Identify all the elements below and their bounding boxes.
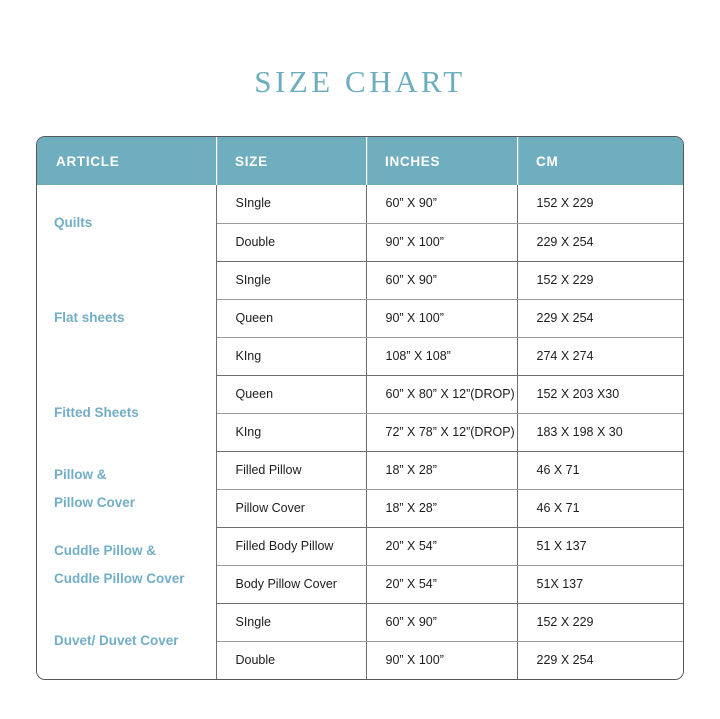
column-header-article: ARTICLE [37,137,216,185]
table-header: ARTICLE SIZE INCHES CM [37,137,683,185]
article-cell: Flat sheets [37,261,217,375]
cm-cell: 183 X 198 X 30 [517,413,683,452]
inches-cell: 60” X 90” [366,261,518,300]
article-label: Quilts [54,215,93,231]
inches-cell: 20” X 54” [366,527,518,566]
table-row: Fitted Sheets Queen 60” X 80” X 12”(DROP) 1… [37,375,683,451]
article-label: Pillow Cover [54,495,136,510]
cm-cell: 152 X 229 [517,185,683,224]
size-cell: SIngle [216,185,367,224]
size-chart-table-container: ARTICLE SIZE INCHES CM Quilts SIngle 60” X… [36,136,684,680]
article-label: Cuddle Pillow & [54,543,157,559]
cm-cell: 152 X 229 [517,261,683,300]
table-row: Pillow & Pillow Cover Filled Pillow 18” X 2… [37,451,683,527]
table-row: Pillow Cover 18” X 28” 46 X 71 [37,489,683,528]
cm-cell: 152 X 229 [517,603,683,642]
inches-cell: 90” X 100” [366,641,518,679]
article-label: Cuddle Pillow Cover [54,571,185,586]
size-cell: Pillow Cover [216,489,367,528]
size-cell: KIng [216,337,367,376]
article-cell: Cuddle Pillow & Cuddle Pillow Cover [37,527,217,603]
article-label: Flat sheets [54,310,125,326]
table-row: Duvet/ Duvet Cover SIngle 60” X 90” 152 X 2… [37,603,683,679]
article-label: Duvet/ Duvet Cover [54,633,179,649]
inches-cell: 90” X 100” [366,223,518,262]
table-row: KIng 72” X 78” X 12”(DROP) 183 X 198 X 30 [37,413,683,452]
cm-cell: 229 X 254 [517,223,683,262]
table-row: Quilts SIngle 60” X 90” 152 X 229 [37,185,683,261]
cm-cell: 46 X 71 [517,489,683,528]
inches-cell: 108” X 108” [366,337,518,376]
table-row: Cuddle Pillow & Cuddle Pillow Cover Filled… [37,527,683,603]
cm-cell: 229 X 254 [517,299,683,338]
size-cell: KIng [216,413,367,452]
inches-cell: 18” X 28” [366,451,518,490]
article-cell: Quilts [37,185,217,261]
page-title: SIZE CHART [254,64,466,99]
inches-cell: 60” X 90” [366,185,518,224]
inches-cell: 72” X 78” X 12”(DROP) [366,413,518,452]
size-chart-table: ARTICLE SIZE INCHES CM Quilts SIngle 60” X… [37,137,683,679]
size-cell: Body Pillow Cover [216,565,367,604]
table-row: Flat sheets SIngle 60” X 90” 152 X 229 [37,261,683,375]
column-header-cm: CM [517,137,683,185]
article-label: Pillow & [54,467,107,483]
size-cell: Filled Body Pillow [216,527,367,566]
size-cell: Queen [216,375,367,414]
inches-cell: 60” X 80” X 12”(DROP) [366,375,518,414]
table-row: Double 90” X 100” 229 X 254 [37,641,683,679]
inches-cell: 60” X 90” [366,603,518,642]
table-row: KIng 108” X 108” 274 X 274 [37,337,683,376]
cm-cell: 46 X 71 [517,451,683,490]
column-header-size: SIZE [216,137,366,185]
inches-cell: 90” X 100” [366,299,518,338]
header-row: ARTICLE SIZE INCHES CM [37,137,683,185]
size-cell: SIngle [216,603,367,642]
article-label: Fitted Sheets [54,405,139,421]
article-cell: Fitted Sheets [37,375,217,451]
article-cell: Duvet/ Duvet Cover [37,603,217,679]
cm-cell: 229 X 254 [517,641,683,679]
inches-cell: 18” X 28” [366,489,518,528]
cm-cell: 51 X 137 [517,527,683,566]
size-cell: Double [216,223,367,262]
table-row: Double 90” X 100” 229 X 254 [37,223,683,262]
column-header-inches: INCHES [366,137,517,185]
table-row: Queen 90” X 100” 229 X 254 [37,299,683,338]
inches-cell: 20” X 54” [366,565,518,604]
size-cell: Double [216,641,367,679]
article-cell: Pillow & Pillow Cover [37,451,217,527]
cm-cell: 274 X 274 [517,337,683,376]
size-cell: Queen [216,299,367,338]
size-cell: SIngle [216,261,367,300]
cm-cell: 152 X 203 X30 [517,375,683,414]
cm-cell: 51X 137 [517,565,683,604]
size-cell: Filled Pillow [216,451,367,490]
table-row: Body Pillow Cover 20” X 54” 51X 137 [37,565,683,604]
table-body: Quilts SIngle 60” X 90” 152 X 229 Double 90” … [37,185,683,679]
